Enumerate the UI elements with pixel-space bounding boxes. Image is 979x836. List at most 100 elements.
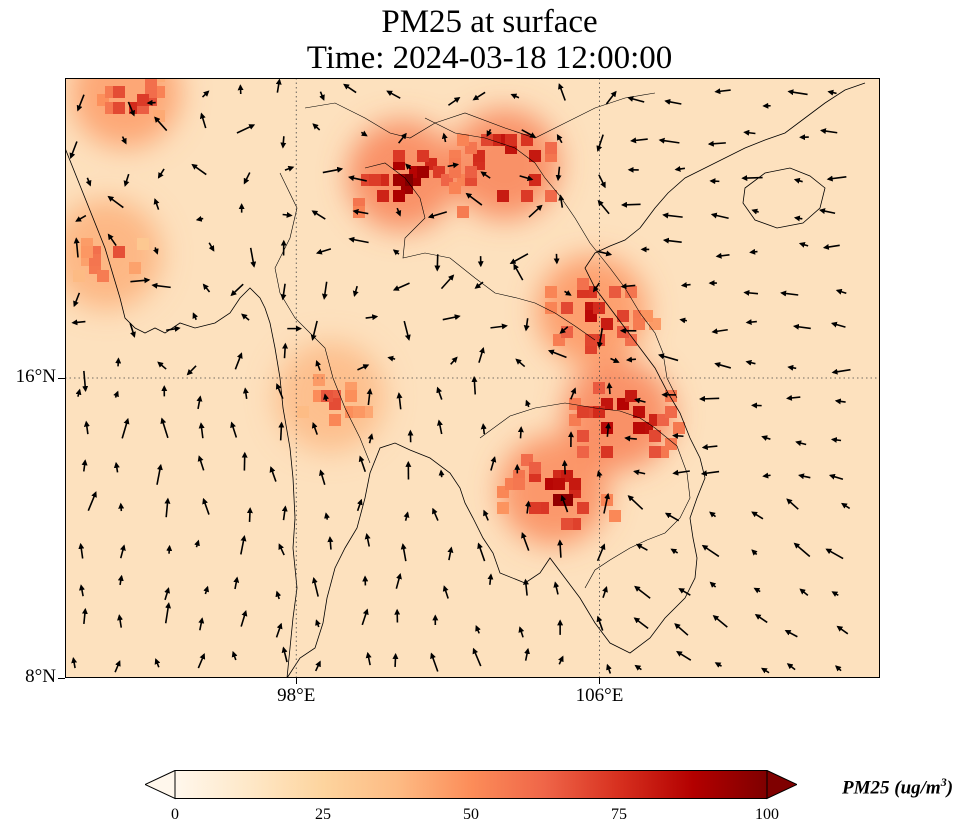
lon-tick-mark xyxy=(296,678,298,684)
wind-arrow xyxy=(834,398,846,405)
wind-arrow xyxy=(679,317,688,324)
colorbar xyxy=(145,770,797,800)
wind-arrow xyxy=(593,282,601,293)
wind-arrow xyxy=(760,667,770,674)
wind-arrow xyxy=(242,387,249,400)
wind-arrow xyxy=(312,123,321,131)
wind-arrow xyxy=(396,392,403,410)
wind-arrow xyxy=(107,195,124,209)
wind-arrow xyxy=(166,544,173,554)
wind-arrow xyxy=(192,312,199,321)
wind-arrow xyxy=(85,177,92,187)
wind-arrow xyxy=(129,323,136,338)
wind-arrow xyxy=(672,432,684,439)
wind-arrow xyxy=(490,456,497,471)
pm25-cell xyxy=(577,446,589,458)
wind-arrow xyxy=(321,281,328,300)
pm25-cell xyxy=(633,406,645,418)
lat-tick-mark xyxy=(58,678,65,679)
pm25-cell xyxy=(625,390,637,402)
colorbar-label: PM25 (ug/m3) xyxy=(842,775,954,799)
pm25-cell xyxy=(529,502,541,514)
pm25-cell xyxy=(649,430,661,442)
wind-arrow xyxy=(230,421,238,438)
pm25-cell xyxy=(113,246,125,258)
pm25-cell xyxy=(569,478,581,490)
wind-arrow xyxy=(490,323,508,330)
wind-arrow xyxy=(634,397,646,404)
wind-arrow xyxy=(114,660,121,673)
wind-arrow xyxy=(118,502,125,512)
wind-arrow xyxy=(828,473,844,481)
wind-arrow xyxy=(427,211,448,219)
wind-arrow xyxy=(558,655,564,665)
wind-arrow xyxy=(555,166,562,182)
wind-arrow xyxy=(160,417,169,439)
wind-arrow xyxy=(761,435,771,441)
wind-arrow xyxy=(658,137,680,144)
pm25-cell xyxy=(529,462,541,474)
wind-arrow xyxy=(830,436,842,443)
wind-arrow xyxy=(700,470,720,477)
wind-arrow xyxy=(560,494,569,513)
wind-arrow xyxy=(787,89,808,96)
map-plot-area xyxy=(65,78,880,678)
colorbar-low-extend-triangle xyxy=(145,770,176,800)
wind-arrow xyxy=(793,177,803,184)
wind-arrow xyxy=(386,90,401,99)
wind-arrow xyxy=(627,96,645,103)
wind-arrow xyxy=(714,88,731,95)
wind-arrow xyxy=(71,656,78,669)
wind-arrow xyxy=(130,277,151,284)
wind-arrow xyxy=(712,615,728,628)
wind-arrow xyxy=(319,469,326,485)
wind-arrow xyxy=(198,422,205,439)
wind-arrow xyxy=(319,91,325,101)
wind-arrow xyxy=(624,435,637,442)
wind-vector-layer xyxy=(69,78,851,674)
wind-arrow xyxy=(441,132,448,143)
wind-arrow xyxy=(605,422,612,437)
wind-arrow xyxy=(634,585,651,599)
wind-arrow xyxy=(795,440,807,447)
wind-arrow xyxy=(822,244,840,250)
wind-arrow xyxy=(749,248,758,255)
pm25-cell xyxy=(529,150,541,162)
wind-arrow xyxy=(282,342,289,359)
wind-arrow xyxy=(662,212,683,219)
wind-arrow xyxy=(472,647,482,667)
wind-arrow xyxy=(323,393,329,402)
wind-arrow xyxy=(201,90,210,98)
wind-arrow xyxy=(310,320,318,341)
wind-arrow xyxy=(471,375,478,395)
wind-arrow xyxy=(234,352,243,370)
pm25-cell xyxy=(393,150,405,162)
wind-arrow xyxy=(243,172,251,185)
wind-arrow xyxy=(602,586,608,599)
pm25-cell xyxy=(137,238,149,250)
wind-arrow xyxy=(436,419,443,435)
wind-arrow xyxy=(191,163,207,176)
pm25-cell xyxy=(665,390,677,402)
pm25-cell xyxy=(113,86,125,98)
pm25-cell xyxy=(665,406,677,418)
wind-arrow xyxy=(367,433,374,444)
wind-arrow xyxy=(360,130,368,137)
wind-arrow xyxy=(606,382,613,395)
wind-arrow xyxy=(486,128,493,137)
colorbar-tick-label: 0 xyxy=(171,806,179,823)
wind-arrow xyxy=(480,171,491,179)
wind-arrow xyxy=(483,509,489,521)
wind-arrow xyxy=(787,364,797,371)
wind-arrow xyxy=(525,500,531,514)
pm25-cell xyxy=(505,134,517,146)
colorbar-high-extend-triangle xyxy=(766,770,797,800)
wind-arrow xyxy=(280,136,287,149)
wind-arrow xyxy=(438,469,445,478)
wind-arrow xyxy=(597,250,613,257)
pm25-cell xyxy=(585,334,597,346)
wind-arrow xyxy=(117,614,124,628)
wind-arrow xyxy=(521,129,537,138)
wind-arrow xyxy=(199,112,207,129)
wind-arrow xyxy=(156,463,163,485)
